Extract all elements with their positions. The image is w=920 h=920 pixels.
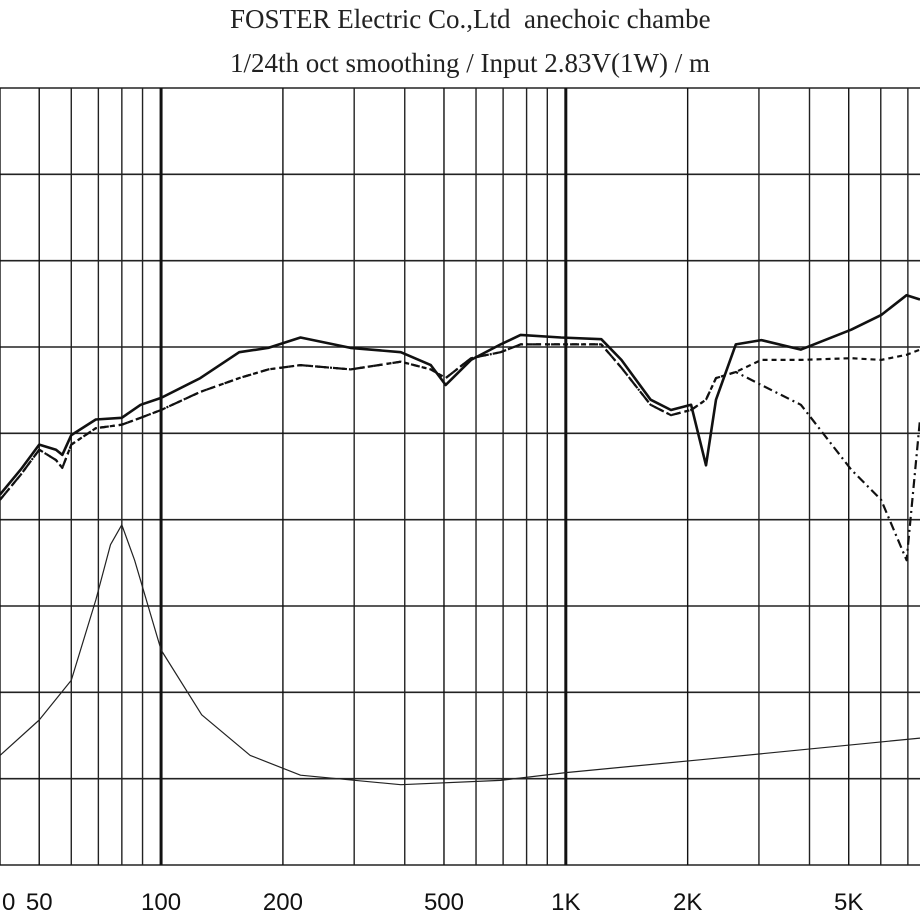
- grid: [0, 87, 920, 866]
- x-tick-label: 1K: [551, 889, 580, 916]
- chart-title: FOSTER Electric Co.,Ltd anechoic chambe: [230, 4, 711, 34]
- chart-subtitle: 1/24th oct smoothing / Input 2.83V(1W) /…: [230, 48, 710, 78]
- x-axis: 0 50 100 200 500 1K 2K 5K: [2, 889, 863, 916]
- curve: [0, 524, 920, 786]
- curves: [0, 293, 920, 786]
- x-tick-label: 50: [26, 889, 53, 916]
- x-tick-label: 5K: [834, 889, 863, 916]
- x-tick-label: 0: [2, 889, 15, 916]
- curve: [0, 293, 920, 496]
- curve: [0, 343, 920, 501]
- x-tick-label: 200: [263, 889, 303, 916]
- x-tick-label: 2K: [673, 889, 702, 916]
- x-tick-label: 100: [141, 889, 181, 916]
- x-tick-label: 500: [424, 889, 464, 916]
